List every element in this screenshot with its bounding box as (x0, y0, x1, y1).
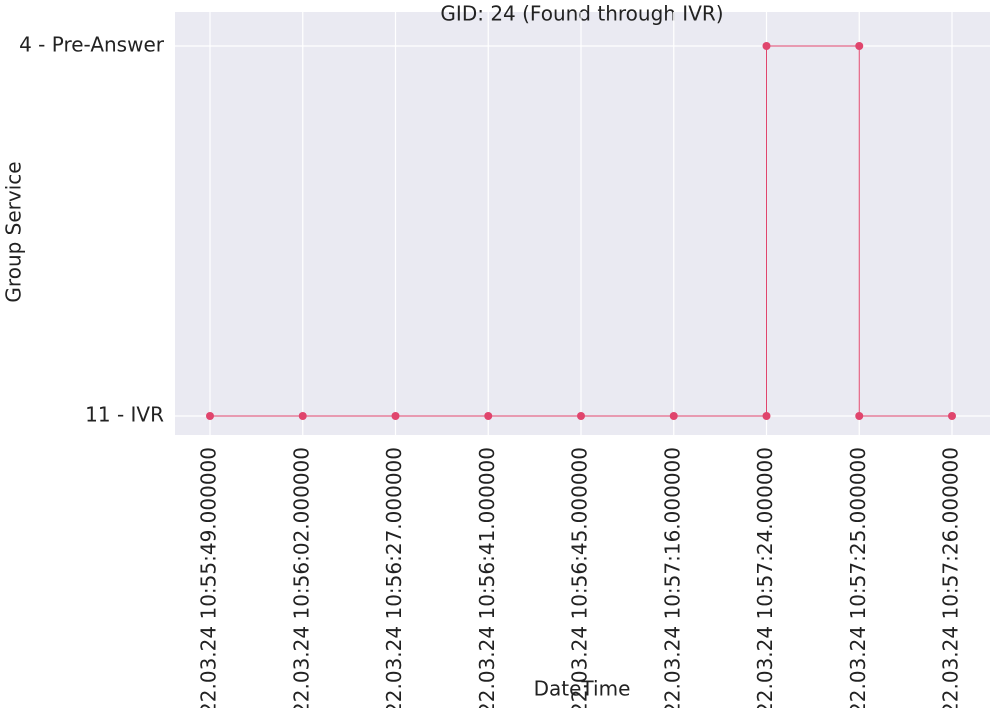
point (206, 412, 214, 420)
point (948, 412, 956, 420)
y-axis-label: Group Service (2, 161, 26, 302)
chart-title: GID: 24 (Found through IVR) (440, 2, 723, 26)
point (391, 412, 400, 420)
x-tick-label: 22.03.24 10:57:25.000000 (846, 447, 870, 708)
x-axis-label: DateTime (534, 677, 631, 701)
x-tick-label: 22.03.24 10:57:24.000000 (753, 447, 777, 708)
x-tick-label: 22.03.24 10:56:45.000000 (568, 447, 592, 708)
x-tick-label: 22.03.24 10:57:16.000000 (660, 447, 684, 708)
x-tick-label: 22.03.24 10:56:27.000000 (382, 447, 406, 708)
point (298, 412, 307, 420)
plot-area (175, 12, 990, 435)
y-tick-label: 4 - Pre-Answer (19, 33, 165, 57)
point (577, 412, 585, 420)
point (669, 412, 678, 420)
point (855, 42, 864, 50)
point (484, 412, 493, 420)
x-tick-label: 22.03.24 10:57:26.000000 (939, 447, 963, 708)
x-tick-label: 22.03.24 10:56:02.000000 (289, 447, 313, 708)
point (762, 42, 771, 50)
x-tick-label: 22.03.24 10:55:49.000000 (197, 447, 221, 708)
point (855, 412, 864, 420)
x-tick-label: 22.03.24 10:56:41.000000 (475, 447, 499, 708)
y-tick-label: 11 - IVR (85, 403, 164, 427)
point (762, 412, 771, 420)
